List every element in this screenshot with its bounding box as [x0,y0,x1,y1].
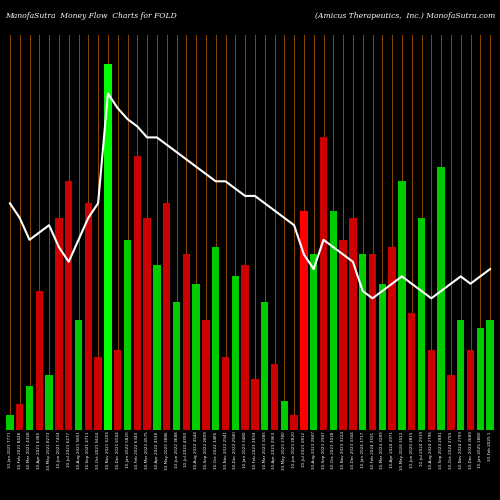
Bar [153,266,160,430]
Bar [280,400,288,430]
Bar [349,218,356,430]
Bar [65,182,72,430]
Bar [124,240,131,430]
Bar [467,350,474,430]
Bar [438,166,445,430]
Bar [182,254,190,430]
Bar [84,203,92,430]
Bar [75,320,82,430]
Bar [408,313,416,430]
Bar [418,218,425,430]
Bar [163,203,170,430]
Bar [232,276,239,430]
Bar [94,357,102,430]
Text: ManofaSutra  Money Flow  Charts for FOLD: ManofaSutra Money Flow Charts for FOLD [5,12,177,20]
Bar [340,240,347,430]
Bar [212,247,220,430]
Bar [192,284,200,430]
Bar [6,416,14,430]
Bar [36,291,43,430]
Bar [290,416,298,430]
Bar [144,218,151,430]
Bar [388,247,396,430]
Bar [476,328,484,430]
Bar [16,404,24,430]
Bar [26,386,33,430]
Bar [134,156,141,430]
Bar [359,254,366,430]
Bar [320,138,327,430]
Bar [242,266,249,430]
Bar [222,357,229,430]
Bar [486,320,494,430]
Bar [271,364,278,430]
Bar [428,350,435,430]
Bar [114,350,122,430]
Bar [398,182,406,430]
Bar [330,210,337,430]
Bar [46,375,53,430]
Bar [261,302,268,430]
Bar [369,254,376,430]
Bar [310,254,318,430]
Bar [251,379,258,430]
Bar [300,210,308,430]
Bar [447,375,454,430]
Bar [104,64,112,430]
Bar [173,302,180,430]
Bar [378,284,386,430]
Bar [55,218,62,430]
Bar [202,320,209,430]
Text: (Amicus Therapeutics,  Inc.) ManofaSutra.com: (Amicus Therapeutics, Inc.) ManofaSutra.… [315,12,495,20]
Bar [457,320,464,430]
